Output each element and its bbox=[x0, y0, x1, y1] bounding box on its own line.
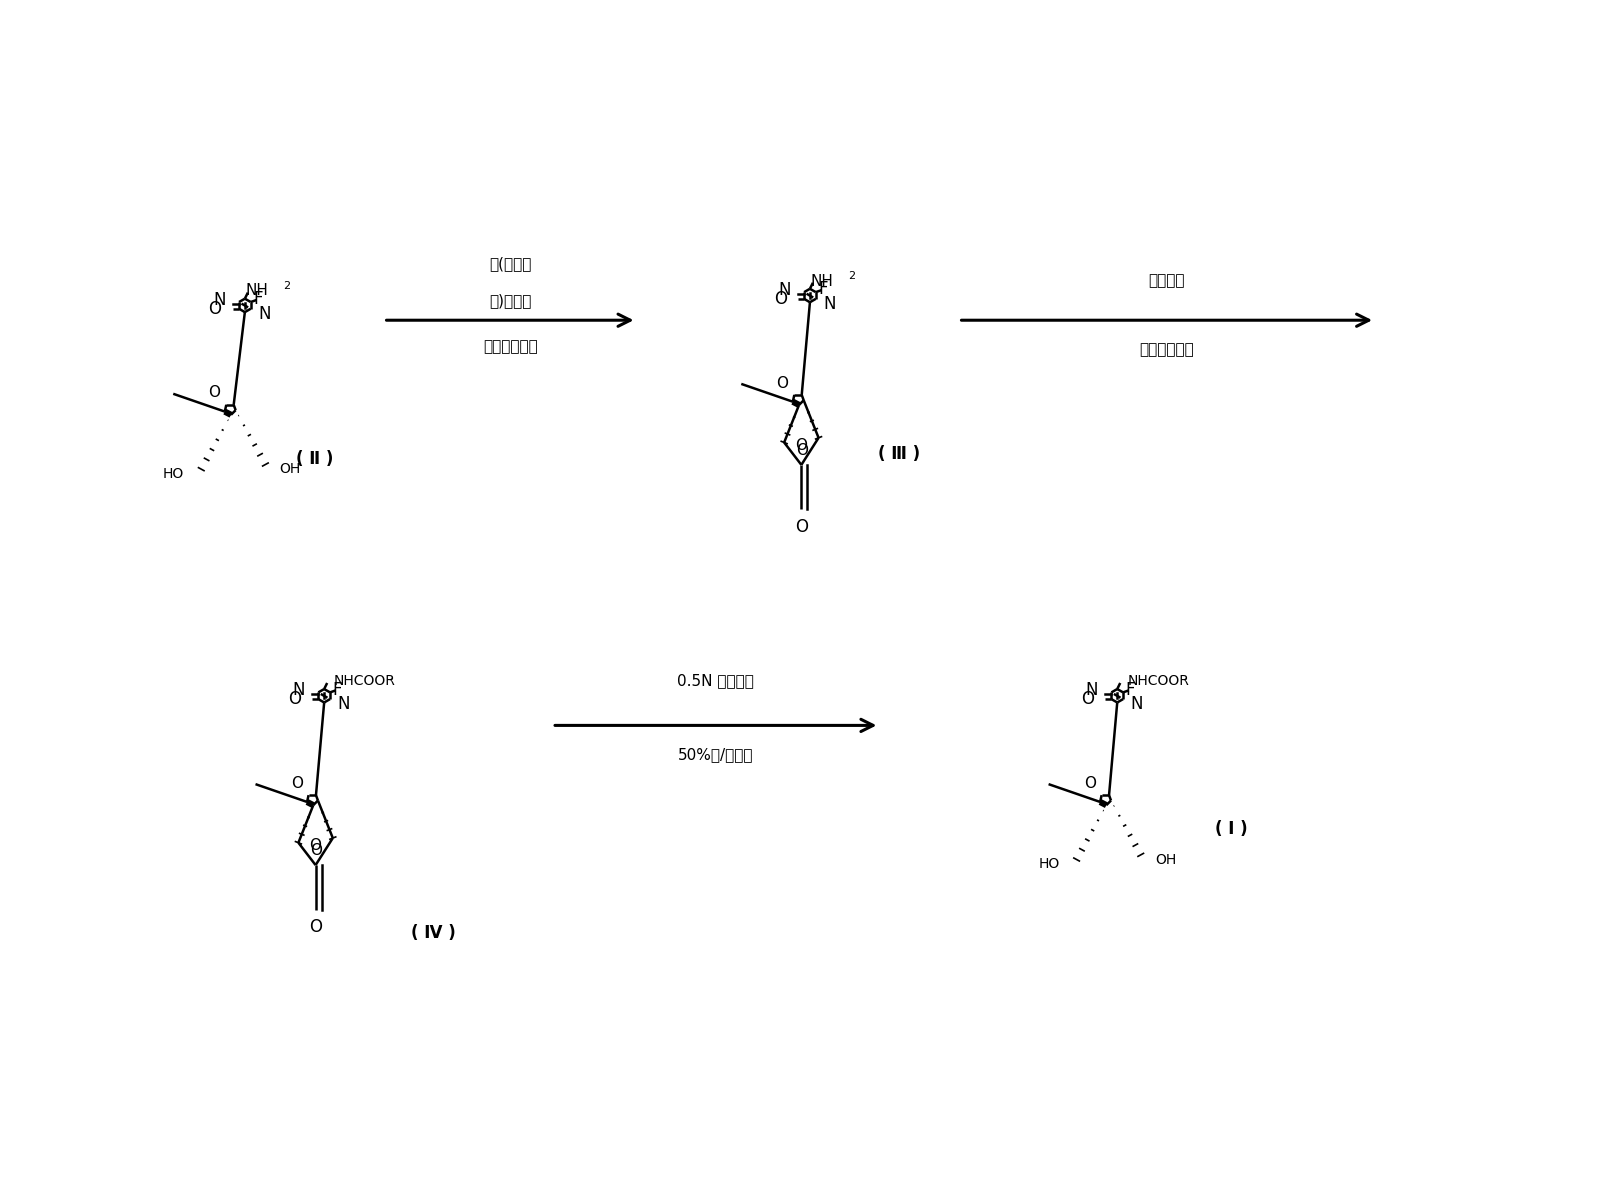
Text: N: N bbox=[824, 296, 837, 313]
Text: O: O bbox=[797, 443, 808, 457]
Text: O: O bbox=[776, 376, 789, 390]
Text: 双(三氯甲: 双(三氯甲 bbox=[489, 256, 532, 272]
Text: 50%水/二噁烷: 50%水/二噁烷 bbox=[678, 747, 753, 762]
Text: O: O bbox=[1084, 775, 1096, 791]
Text: F: F bbox=[819, 280, 827, 299]
Text: HO: HO bbox=[1039, 857, 1060, 871]
Text: O: O bbox=[290, 775, 303, 791]
Text: O: O bbox=[208, 385, 220, 401]
Text: 2: 2 bbox=[284, 281, 290, 291]
Text: NHCOOR: NHCOOR bbox=[333, 674, 396, 688]
Text: 碱，二氯甲烷: 碱，二氯甲烷 bbox=[483, 339, 539, 355]
Text: O: O bbox=[309, 838, 321, 853]
Text: 基)碳酸酯: 基)碳酸酯 bbox=[489, 293, 532, 309]
Text: O: O bbox=[795, 518, 808, 537]
Text: F: F bbox=[253, 291, 263, 309]
Text: ( Ⅱ ): ( Ⅱ ) bbox=[295, 449, 333, 468]
Text: O: O bbox=[795, 439, 806, 453]
Text: 2: 2 bbox=[848, 271, 854, 281]
Text: O: O bbox=[309, 918, 322, 936]
Text: F: F bbox=[333, 681, 341, 699]
Text: O: O bbox=[774, 290, 787, 307]
Text: 0.5N 氢氧化钠: 0.5N 氢氧化钠 bbox=[678, 674, 753, 688]
Text: NH: NH bbox=[245, 284, 268, 298]
Text: O: O bbox=[1080, 690, 1093, 708]
Text: OH: OH bbox=[279, 462, 301, 476]
Text: N: N bbox=[777, 281, 790, 299]
Text: 碱，二氯甲烷: 碱，二氯甲烷 bbox=[1140, 343, 1194, 357]
Text: N: N bbox=[292, 681, 305, 700]
Text: NHCOOR: NHCOOR bbox=[1127, 674, 1189, 688]
Text: F: F bbox=[1125, 681, 1135, 699]
Text: O: O bbox=[208, 300, 221, 318]
Text: N: N bbox=[1085, 681, 1098, 700]
Text: NH: NH bbox=[811, 273, 834, 288]
Text: HO: HO bbox=[164, 467, 184, 481]
Text: N: N bbox=[258, 305, 271, 323]
Text: ( Ⅰ ): ( Ⅰ ) bbox=[1215, 820, 1247, 838]
Text: N: N bbox=[1130, 695, 1143, 714]
Text: N: N bbox=[338, 695, 349, 714]
Text: N: N bbox=[213, 291, 226, 309]
Text: O: O bbox=[311, 843, 322, 858]
Text: O: O bbox=[289, 690, 301, 708]
Text: ( Ⅳ ): ( Ⅳ ) bbox=[410, 924, 455, 942]
Text: ( Ⅲ ): ( Ⅲ ) bbox=[878, 444, 920, 462]
Text: OH: OH bbox=[1154, 852, 1177, 866]
Text: 氯甲酸酯: 氯甲酸酯 bbox=[1149, 273, 1185, 288]
